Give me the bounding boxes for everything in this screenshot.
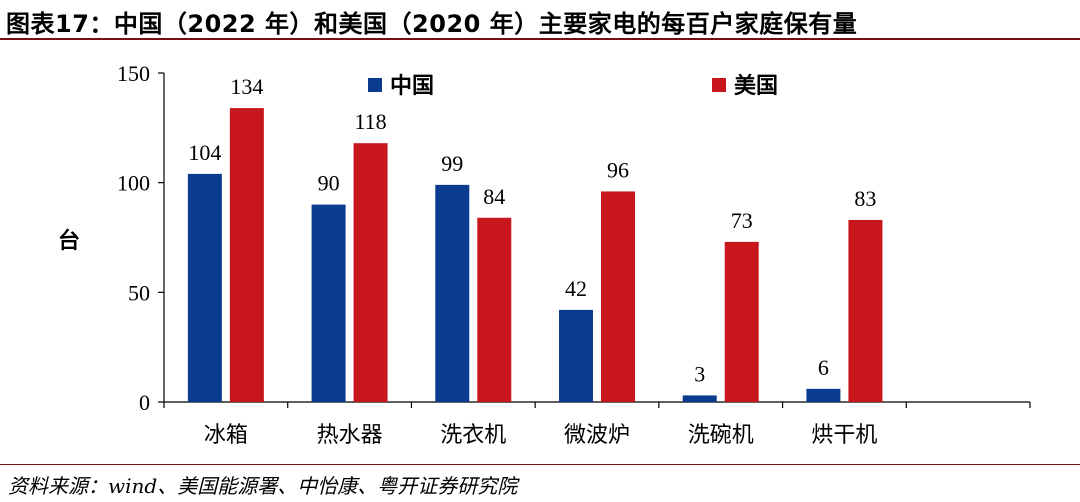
data-label: 118 xyxy=(354,109,386,134)
chart-title: 图表17：中国（2022 年）和美国（2020 年）主要家电的每百户家庭保有量 xyxy=(6,10,858,38)
legend-label: 中国 xyxy=(390,74,434,99)
source-note: 资料来源：wind、美国能源署、中怡康、粤开证券研究院 xyxy=(8,474,518,498)
bar xyxy=(435,184,470,402)
data-label: 84 xyxy=(483,184,505,209)
data-label: 90 xyxy=(318,171,340,196)
data-label: 42 xyxy=(565,276,587,301)
bar xyxy=(229,108,264,403)
bar xyxy=(806,388,841,402)
y-axis-label: 台 xyxy=(58,228,80,254)
bar xyxy=(353,143,388,403)
x-tick-label: 微波炉 xyxy=(564,423,630,448)
bar xyxy=(187,173,222,402)
data-label: 104 xyxy=(188,140,221,165)
data-label: 96 xyxy=(607,157,629,182)
data-label: 83 xyxy=(854,186,876,211)
bar xyxy=(724,241,759,402)
title-divider xyxy=(0,38,1080,40)
bar xyxy=(848,219,883,402)
legend-label: 美国 xyxy=(734,73,778,99)
x-tick-label: 热水器 xyxy=(317,423,383,448)
x-tick-label: 洗衣机 xyxy=(440,423,506,448)
footer-divider xyxy=(0,464,1080,465)
bar xyxy=(559,309,593,402)
data-label: 73 xyxy=(731,208,753,233)
y-tick-label: 150 xyxy=(117,61,150,86)
bar-chart: 台 0 50 100 150 冰箱 热水器 洗衣机 微波炉 洗碗机 烘干机 104 90 99 42 3 6… xyxy=(58,61,1031,448)
y-tick-label: 100 xyxy=(117,171,150,196)
x-tick-label: 烘干机 xyxy=(811,423,877,448)
bar xyxy=(682,395,717,402)
data-label: 3 xyxy=(694,361,705,386)
data-label: 134 xyxy=(230,74,263,99)
data-label: 99 xyxy=(441,151,463,176)
bar xyxy=(601,191,635,402)
x-tick-label: 冰箱 xyxy=(204,423,248,448)
y-tick-label: 50 xyxy=(128,280,150,305)
x-tick-label: 洗碗机 xyxy=(688,423,754,448)
legend-swatch xyxy=(368,78,382,92)
data-label: 6 xyxy=(818,355,829,380)
y-tick-label: 0 xyxy=(139,390,150,415)
legend-swatch xyxy=(712,78,726,92)
bar xyxy=(311,204,346,402)
bar xyxy=(477,217,512,402)
